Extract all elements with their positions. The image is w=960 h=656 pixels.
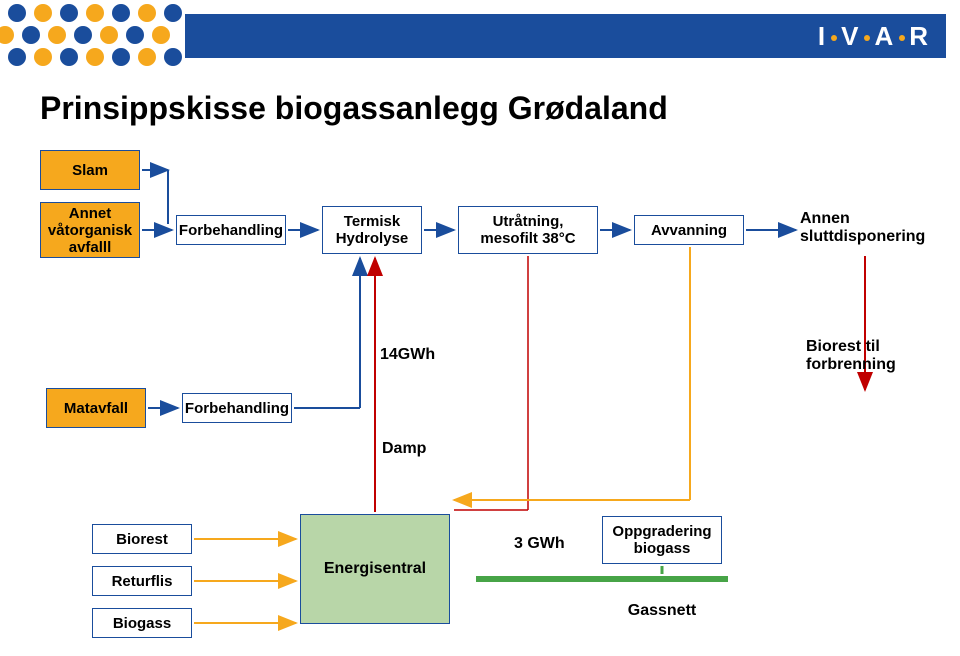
box-forbehandling2: Forbehandling xyxy=(182,393,292,423)
gassnett-bar xyxy=(476,576,728,582)
label-annen: Annen sluttdisponering xyxy=(800,210,930,246)
box-forbehandling1: Forbehandling xyxy=(176,215,286,245)
header: IVAR xyxy=(0,0,960,70)
label-gassnett: Gassnett xyxy=(602,602,722,620)
label-3gwh: 3 GWh xyxy=(514,535,565,553)
box-oppgradering: Oppgradering biogass xyxy=(602,516,722,564)
label-biorest-til: Biorest til forbrenning xyxy=(806,338,926,374)
label-damp: Damp xyxy=(382,440,426,458)
header-dots xyxy=(0,0,180,70)
label-energisentral: Energisentral xyxy=(300,560,450,578)
box-matavfall: Matavfall xyxy=(46,388,146,428)
box-avvanning: Avvanning xyxy=(634,215,744,245)
label-14gwh: 14GWh xyxy=(380,346,435,364)
diagram: Slam Annet våtorganisk avfalll Forbehand… xyxy=(0,140,960,656)
box-termisk: Termisk Hydrolyse xyxy=(322,206,422,254)
box-utrat: Utråtning, mesofilt 38°C xyxy=(458,206,598,254)
box-slam: Slam xyxy=(40,150,140,190)
box-biorest: Biorest xyxy=(92,524,192,554)
page-title: Prinsippskisse biogassanlegg Grødaland xyxy=(40,90,668,127)
box-annet: Annet våtorganisk avfalll xyxy=(40,202,140,258)
header-bar: IVAR xyxy=(185,14,946,58)
box-biogass: Biogass xyxy=(92,608,192,638)
logo: IVAR xyxy=(818,21,930,52)
box-returflis: Returflis xyxy=(92,566,192,596)
